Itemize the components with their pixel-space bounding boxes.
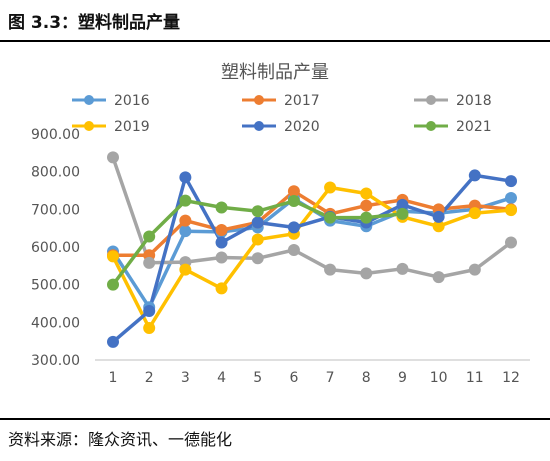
data-point-2018 (324, 263, 337, 276)
legend-marker (84, 95, 94, 105)
data-point-2019 (360, 187, 373, 200)
x-tick-label: 7 (326, 370, 335, 386)
data-point-2019 (468, 207, 481, 220)
data-point-2017 (287, 185, 300, 198)
x-tick-label: 1 (109, 370, 118, 386)
data-point-2020 (215, 236, 228, 249)
y-tick-label: 400.00 (31, 315, 80, 331)
top-rule (0, 40, 550, 42)
y-axis: 300.00 400.00 500.00 600.00 700.00 800.00 900.… (31, 127, 80, 369)
data-point-2019 (179, 263, 192, 276)
data-point-2020 (251, 216, 264, 229)
y-tick-label: 800.00 (31, 165, 80, 181)
data-point-2021 (107, 278, 119, 291)
data-point-2019 (505, 204, 517, 217)
data-point-2020 (107, 335, 119, 348)
data-point-2018 (432, 271, 445, 284)
data-point-2020 (179, 171, 192, 184)
legend-item: 2020 (242, 119, 320, 135)
series-lines (111, 155, 513, 344)
x-tick-label: 10 (430, 370, 448, 386)
x-axis: 1 2 3 4 5 6 7 8 9 10 11 12 (95, 359, 530, 386)
x-tick-label: 9 (398, 370, 407, 386)
data-point-2019 (432, 220, 445, 233)
data-point-2020 (396, 198, 409, 211)
series-points (107, 151, 517, 348)
data-point-2020 (432, 210, 445, 223)
chart-title: 塑料制品产量 (221, 62, 329, 83)
x-tick-label: 6 (289, 370, 298, 386)
legend-label: 2020 (284, 119, 320, 135)
legend-marker (426, 121, 436, 131)
x-tick-label: 12 (502, 370, 520, 386)
y-tick-label: 900.00 (31, 127, 80, 143)
y-tick-label: 300.00 (31, 353, 80, 369)
data-point-2021 (179, 194, 192, 207)
data-point-2018 (505, 236, 517, 249)
legend-marker (84, 121, 94, 131)
data-point-2019 (215, 282, 228, 295)
x-tick-label: 3 (181, 370, 190, 386)
legend-label: 2017 (284, 93, 320, 109)
figure-header: 图 3.3：塑料制品产量 (0, 0, 550, 42)
data-point-2020 (505, 175, 517, 188)
data-point-2020 (287, 221, 300, 234)
x-tick-label: 2 (145, 370, 154, 386)
figure-source: 资料来源：隆众资讯、一德能化 (8, 430, 233, 449)
data-point-2018 (215, 251, 228, 264)
data-point-2016 (505, 192, 517, 205)
data-point-2021 (143, 230, 156, 243)
series-line-2020 (111, 173, 513, 344)
data-point-2021 (324, 211, 337, 224)
data-point-2017 (215, 224, 228, 237)
data-point-2017 (179, 214, 192, 227)
data-point-2017 (360, 199, 373, 212)
data-point-2021 (251, 205, 264, 218)
legend-label: 2019 (114, 119, 150, 135)
legend-item: 2016 (72, 93, 150, 109)
legend-marker (254, 95, 264, 105)
legend-item: 2021 (414, 119, 492, 135)
data-point-2020 (143, 305, 156, 318)
y-tick-label: 600.00 (31, 240, 80, 256)
figure-title: 图 3.3：塑料制品产量 (8, 13, 181, 33)
legend-item: 2019 (72, 119, 150, 135)
y-tick-label: 700.00 (31, 202, 80, 218)
data-point-2018 (251, 252, 264, 265)
legend-label: 2016 (114, 93, 150, 109)
legend-item: 2018 (414, 93, 492, 109)
legend-marker (254, 121, 264, 131)
y-tick-label: 500.00 (31, 278, 80, 294)
data-point-2020 (468, 169, 481, 182)
legend-item: 2017 (242, 93, 320, 109)
data-point-2021 (396, 207, 409, 220)
data-point-2021 (215, 201, 228, 214)
data-point-2019 (143, 321, 156, 334)
data-point-2018 (360, 267, 373, 280)
data-point-2018 (396, 262, 409, 275)
data-point-2018 (107, 151, 119, 164)
data-point-2021 (287, 195, 300, 208)
data-point-2016 (179, 225, 192, 238)
data-point-2019 (324, 181, 337, 194)
legend-marker (426, 95, 436, 105)
x-tick-label: 4 (217, 370, 226, 386)
data-point-2021 (360, 211, 373, 224)
x-tick-label: 11 (466, 370, 484, 386)
data-point-2019 (107, 250, 119, 263)
bottom-rule (0, 418, 550, 420)
chart-legend: 2016 2017 2018 2019 2020 2021 (72, 93, 492, 135)
data-point-2019 (251, 233, 264, 246)
data-point-2018 (468, 263, 481, 276)
data-point-2018 (143, 256, 156, 269)
x-tick-label: 8 (362, 370, 371, 386)
line-chart: 塑料制品产量 2016 2017 2018 2019 2020 2021 300.00 40… (31, 62, 530, 386)
legend-label: 2018 (456, 93, 492, 109)
legend-label: 2021 (456, 119, 492, 135)
x-tick-label: 5 (253, 370, 262, 386)
data-point-2018 (287, 244, 300, 257)
